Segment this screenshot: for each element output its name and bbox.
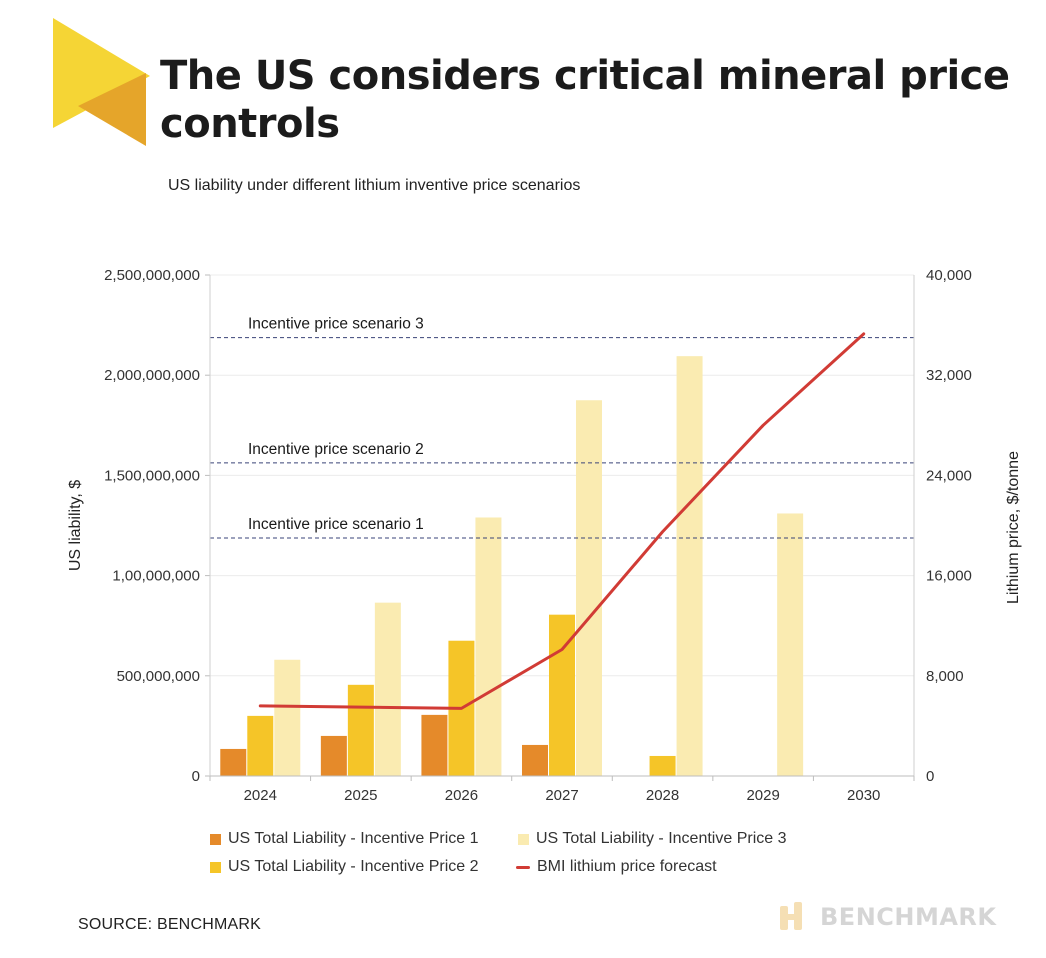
legend-label-price1: US Total Liability - Incentive Price 1 bbox=[228, 830, 479, 847]
y-right-tick-label: 40,000 bbox=[926, 267, 972, 284]
y-tick-label: 1,500,000,000 bbox=[104, 467, 200, 484]
legend-item-price1: US Total Liability - Incentive Price 1 bbox=[210, 830, 478, 848]
x-tick-label: 2029 bbox=[746, 787, 779, 804]
bar-price1 bbox=[220, 748, 247, 776]
legend-item-forecast: BMI lithium price forecast bbox=[516, 858, 717, 876]
y-axis-title: US liability, $ bbox=[67, 480, 84, 571]
bars bbox=[220, 356, 804, 776]
axes: 2,500,000,000 40,000 2,000,000,000 32,000 1,… bbox=[67, 267, 1022, 804]
chart-subtitle: US liability under different lithium inv… bbox=[168, 177, 581, 194]
legend-label-price2: US Total Liability - Incentive Price 2 bbox=[228, 858, 479, 875]
x-tick-label: 2025 bbox=[344, 787, 377, 804]
bar-price3 bbox=[676, 356, 703, 776]
x-tick-label: 2028 bbox=[646, 787, 679, 804]
legend-item-price2: US Total Liability - Incentive Price 2 bbox=[210, 858, 478, 876]
x-tick-label: 2030 bbox=[847, 787, 880, 804]
y-right-tick-label: 0 bbox=[926, 768, 934, 785]
bar-price1 bbox=[320, 735, 347, 776]
reference-line-label: Incentive price scenario 3 bbox=[248, 316, 424, 333]
y-right-tick-label: 8,000 bbox=[926, 668, 964, 685]
bar-price3 bbox=[777, 513, 804, 776]
y-tick-label: 2,500,000,000 bbox=[104, 267, 200, 284]
source-note: SOURCE: BENCHMARK bbox=[78, 916, 261, 933]
page-title: The US considers critical mineral price … bbox=[160, 53, 1010, 147]
legend-label-forecast: BMI lithium price forecast bbox=[537, 858, 717, 875]
forecast-line bbox=[258, 332, 866, 710]
bar-price1 bbox=[522, 744, 548, 776]
x-tick-label: 2026 bbox=[445, 787, 478, 804]
bar-price2 bbox=[347, 684, 374, 776]
brand-watermark: BENCHMARK bbox=[776, 900, 997, 934]
y-right-tick-label: 32,000 bbox=[926, 367, 972, 384]
y-tick-label: 2,000,000,000 bbox=[104, 367, 200, 384]
reference-lines: Incentive price scenario 3 Incentive pric… bbox=[210, 316, 914, 539]
bar-price3 bbox=[274, 659, 301, 776]
y-tick-label: 0 bbox=[192, 768, 200, 785]
legend-swatch-price1 bbox=[210, 833, 221, 845]
reference-line-label: Incentive price scenario 2 bbox=[248, 441, 424, 458]
y-right-axis-title: Lithium price, $/tonne bbox=[1005, 451, 1022, 604]
brand-text: BENCHMARK bbox=[820, 903, 997, 931]
reference-line-label: Incentive price scenario 1 bbox=[248, 516, 424, 533]
x-tick-label: 2027 bbox=[545, 787, 578, 804]
bar-price2 bbox=[247, 715, 274, 776]
legend-label-price3: US Total Liability - Incentive Price 3 bbox=[536, 830, 787, 847]
bar-price3 bbox=[475, 517, 502, 776]
legend-swatch-price3 bbox=[518, 833, 529, 845]
y-right-tick-label: 16,000 bbox=[926, 568, 972, 585]
bar-price1 bbox=[421, 714, 448, 776]
y-tick-label: 1,00,000,000 bbox=[112, 568, 200, 585]
x-tick-label: 2024 bbox=[244, 787, 277, 804]
legend-line-forecast bbox=[516, 865, 530, 869]
legend-item-price3: US Total Liability - Incentive Price 3 bbox=[518, 830, 786, 848]
y-tick-label: 500,000,000 bbox=[117, 668, 200, 685]
bar-price3 bbox=[576, 400, 602, 776]
y-right-tick-label: 24,000 bbox=[926, 467, 972, 484]
legend-swatch-price2 bbox=[210, 861, 221, 873]
bar-price3 bbox=[374, 602, 401, 776]
brand-icon bbox=[780, 902, 802, 930]
benchmark-logo-mark bbox=[53, 18, 150, 146]
bar-price2 bbox=[649, 755, 676, 776]
